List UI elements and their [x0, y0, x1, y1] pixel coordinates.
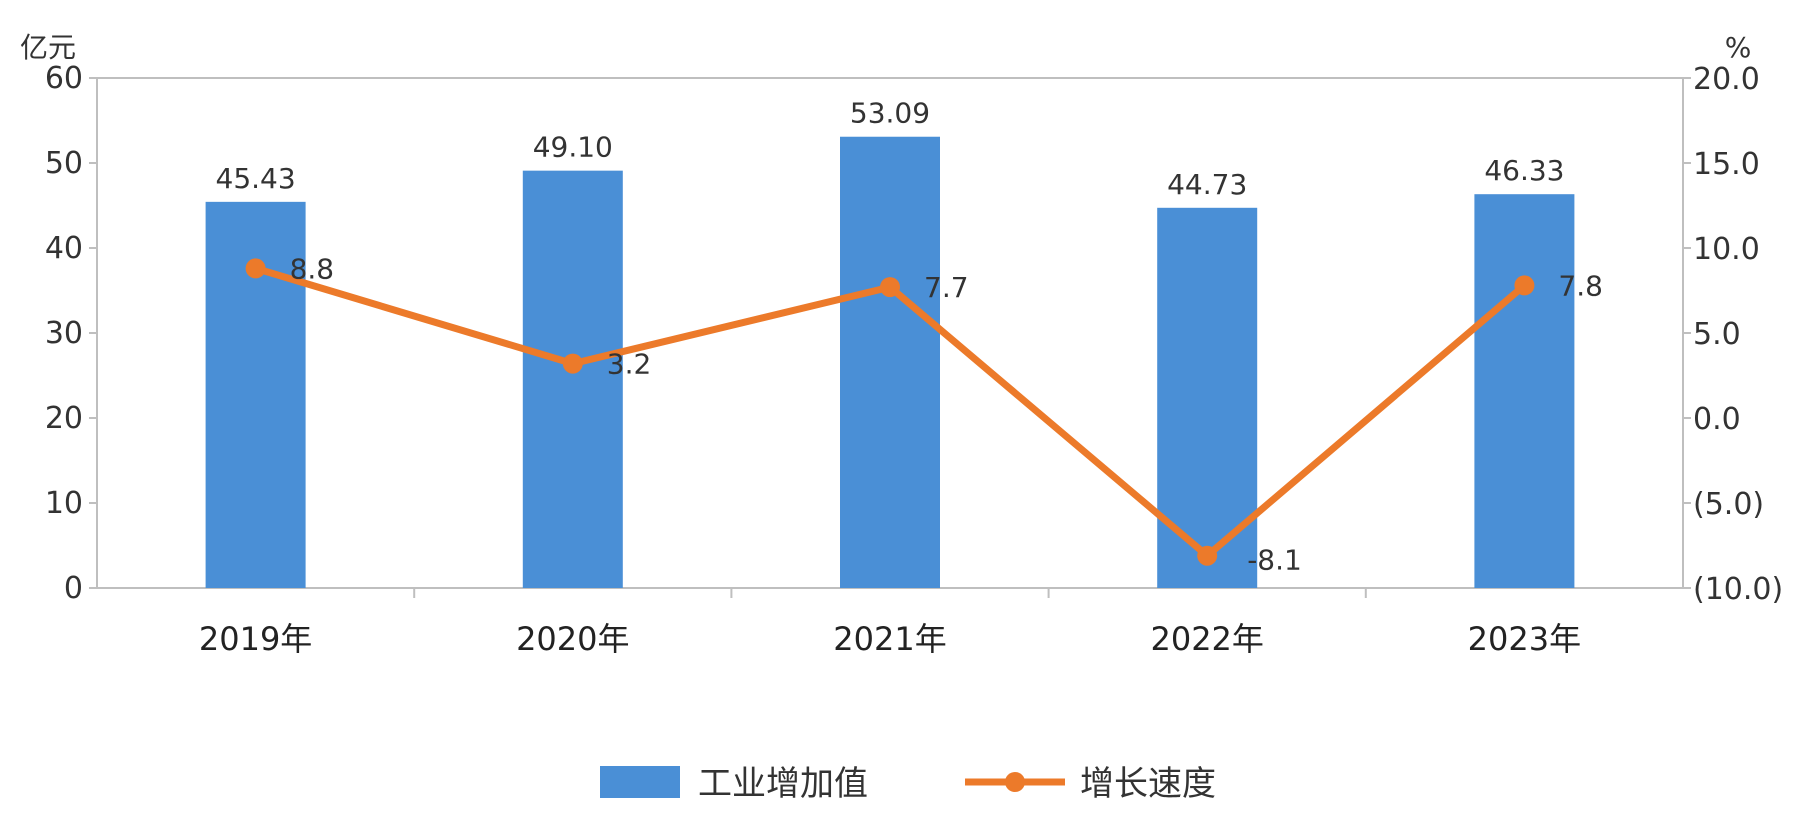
left-tick-label: 30	[45, 316, 83, 351]
right-axis-unit: %	[1725, 31, 1752, 64]
x-tick-label: 2019年	[199, 620, 312, 658]
growth-point	[880, 277, 900, 298]
plot-area: 0 10 20 30 40 50 60 (10.0) (5.0) 0.0 5.0 10.0 15.0 20…	[45, 61, 1783, 658]
growth-point	[245, 258, 266, 279]
left-tick-label: 10	[45, 486, 83, 521]
legend-bar-swatch	[600, 766, 680, 798]
growth-value-label: 7.8	[1558, 269, 1603, 302]
right-tick-label: 20.0	[1693, 62, 1760, 97]
legend-line-marker	[1005, 772, 1025, 792]
bar-value-label: 45.43	[216, 162, 296, 195]
right-tick-label: 5.0	[1693, 317, 1741, 352]
left-tick-label: 40	[45, 231, 83, 266]
bar-value-label: 49.10	[533, 131, 613, 164]
right-tick-label: 0.0	[1693, 402, 1741, 437]
x-tick-label: 2023年	[1468, 620, 1581, 658]
growth-point	[562, 353, 583, 374]
left-tick-label: 60	[45, 61, 83, 96]
left-tick-label: 0	[64, 571, 83, 606]
right-tick-label: (10.0)	[1693, 572, 1783, 607]
x-tick-label: 2020年	[516, 620, 629, 658]
bar-value-label: 53.09	[850, 97, 930, 130]
growth-value-label: 8.8	[290, 252, 335, 285]
legend: 工业增加值 增长速度	[600, 764, 1216, 804]
x-tick-label: 2022年	[1150, 620, 1263, 658]
bar	[1474, 194, 1575, 588]
left-tick-label: 50	[45, 146, 83, 181]
right-tick-label: (5.0)	[1693, 487, 1764, 522]
legend-bar-label: 工业增加值	[698, 764, 868, 804]
growth-value-label: 3.2	[607, 348, 652, 381]
left-tick-label: 20	[45, 401, 83, 436]
bar-value-label: 46.33	[1484, 154, 1564, 187]
bar-value-label: 44.73	[1167, 168, 1247, 201]
bar	[840, 136, 940, 589]
growth-point	[1514, 275, 1535, 296]
right-tick-label: 15.0	[1693, 147, 1760, 182]
growth-value-label: -8.1	[1247, 544, 1302, 577]
bar	[522, 170, 623, 588]
right-tick-label: 10.0	[1693, 232, 1760, 267]
left-axis-unit: 亿元	[20, 31, 76, 64]
legend-line-label: 增长速度	[1080, 764, 1216, 804]
x-tick-label: 2021年	[833, 620, 946, 658]
growth-value-label: 7.7	[924, 271, 969, 304]
bar	[1157, 207, 1258, 589]
growth-point	[1197, 545, 1218, 566]
